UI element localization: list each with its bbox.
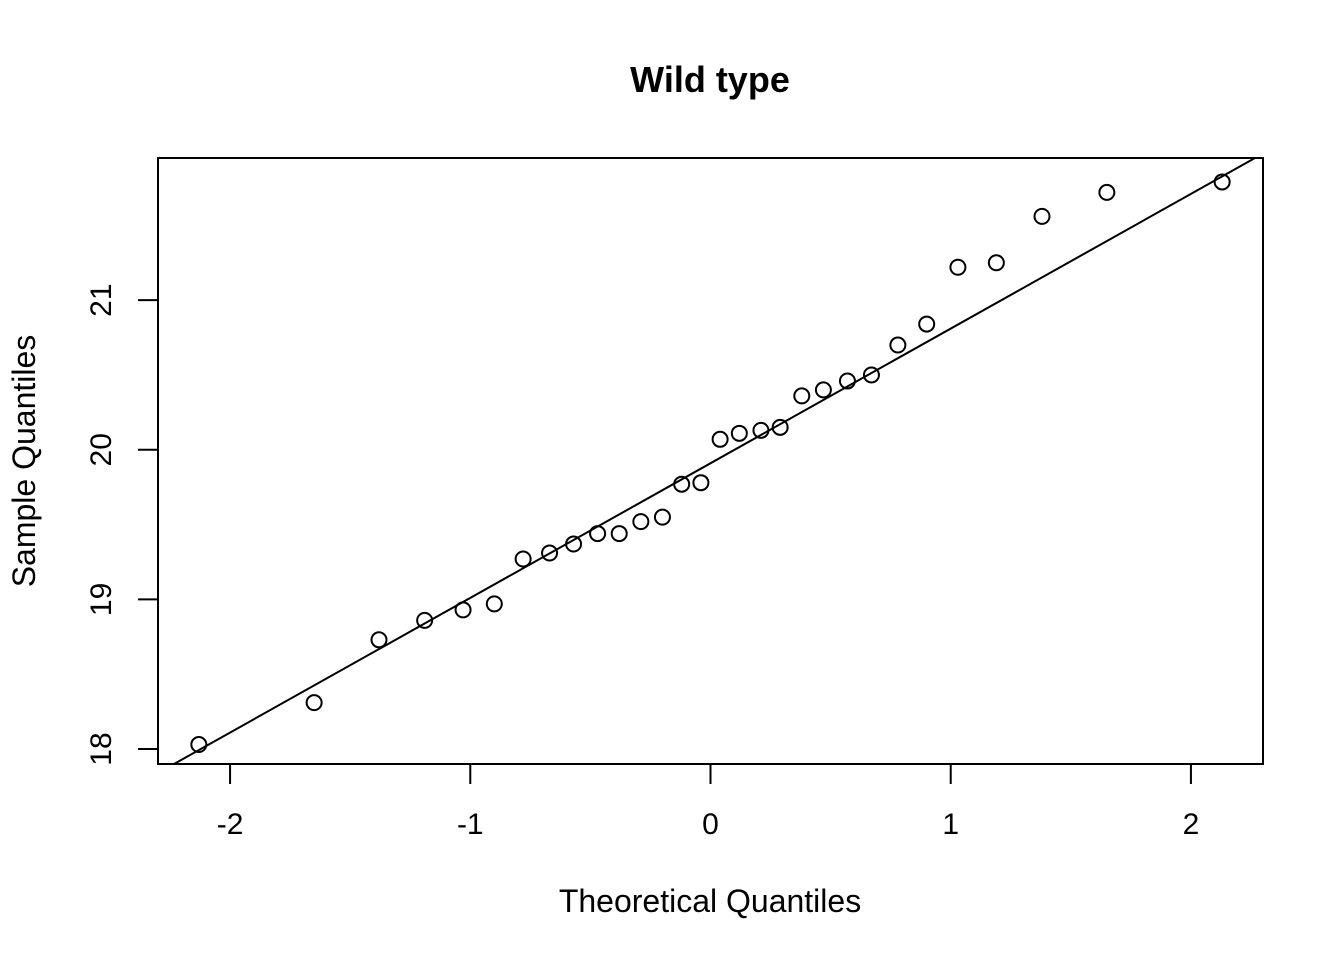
reference-line-group xyxy=(171,158,1258,764)
data-point xyxy=(653,508,671,526)
data-point xyxy=(771,418,789,436)
y-tick-label: 19 xyxy=(85,583,118,616)
data-point xyxy=(838,372,856,390)
tick-marks xyxy=(138,299,1192,784)
x-tick-label: -1 xyxy=(457,808,484,841)
reference-line xyxy=(171,158,1258,764)
data-point xyxy=(454,601,472,619)
x-tick-label: 0 xyxy=(702,808,719,841)
data-point xyxy=(305,694,323,712)
data-point xyxy=(1098,183,1116,201)
data-point xyxy=(1033,207,1051,225)
plot-frame xyxy=(157,157,1264,765)
data-point xyxy=(889,336,907,354)
data-point xyxy=(565,535,583,553)
data-point xyxy=(673,475,691,493)
y-axis-label: Sample Quantiles xyxy=(6,335,42,588)
data-point xyxy=(416,611,434,629)
data-point xyxy=(632,513,650,531)
data-point xyxy=(987,254,1005,272)
data-point xyxy=(949,258,967,276)
data-point xyxy=(692,474,710,492)
data-point xyxy=(730,424,748,442)
data-point xyxy=(589,525,607,543)
data-point xyxy=(190,736,208,754)
data-points xyxy=(190,173,1231,754)
x-tick-label: -2 xyxy=(217,808,244,841)
chart-title: Wild type xyxy=(630,59,790,100)
data-point xyxy=(862,366,880,384)
data-point xyxy=(793,387,811,405)
tick-labels: -2 -1 0 1 2 18 19 20 21 xyxy=(85,283,1199,841)
data-point xyxy=(752,421,770,439)
data-point xyxy=(541,544,559,562)
data-point xyxy=(814,381,832,399)
x-axis-label: Theoretical Quantiles xyxy=(559,883,861,919)
x-tick-label: 2 xyxy=(1183,808,1200,841)
data-point xyxy=(610,525,628,543)
data-point xyxy=(1213,173,1231,191)
data-point xyxy=(711,430,729,448)
y-tick-label: 18 xyxy=(85,732,118,765)
y-tick-label: 20 xyxy=(85,433,118,466)
data-point xyxy=(514,550,532,568)
x-tick-label: 1 xyxy=(942,808,959,841)
y-tick-label: 21 xyxy=(85,283,118,316)
data-point xyxy=(370,631,388,649)
data-point xyxy=(918,315,936,333)
data-point xyxy=(485,595,503,613)
